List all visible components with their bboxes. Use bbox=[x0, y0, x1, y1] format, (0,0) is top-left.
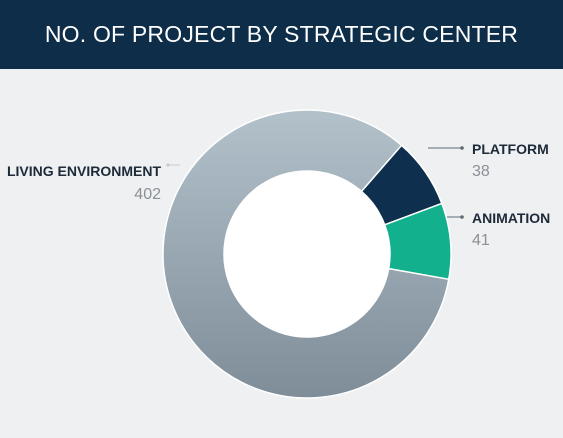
donut-slices bbox=[162, 109, 452, 399]
slice-label-animation: ANIMATION bbox=[472, 210, 550, 226]
leader-dot-living-environment bbox=[166, 163, 170, 167]
slice-value-platform: 38 bbox=[472, 163, 490, 180]
slice-value-living-environment: 402 bbox=[134, 186, 161, 203]
slice-label-platform: PLATFORM bbox=[472, 141, 549, 157]
label-group-platform: PLATFORM 38 bbox=[428, 141, 549, 180]
chart-title: NO. OF PROJECT BY STRATEGIC CENTER bbox=[44, 21, 519, 47]
slice-value-animation: 41 bbox=[472, 232, 490, 249]
slice-label-living-environment: LIVING ENVIRONMENT bbox=[7, 163, 161, 179]
label-group-living-environment: LIVING ENVIRONMENT 402 bbox=[7, 163, 180, 203]
label-group-animation: ANIMATION 41 bbox=[447, 210, 550, 249]
leader-dot-platform bbox=[460, 146, 464, 150]
chart-header: NO. OF PROJECT BY STRATEGIC CENTER bbox=[0, 0, 563, 69]
leader-dot-animation bbox=[460, 215, 464, 219]
donut-labels: PLATFORM 38 ANIMATION 41 LIVING ENVIRONM… bbox=[7, 141, 550, 249]
donut-hole bbox=[224, 171, 390, 337]
